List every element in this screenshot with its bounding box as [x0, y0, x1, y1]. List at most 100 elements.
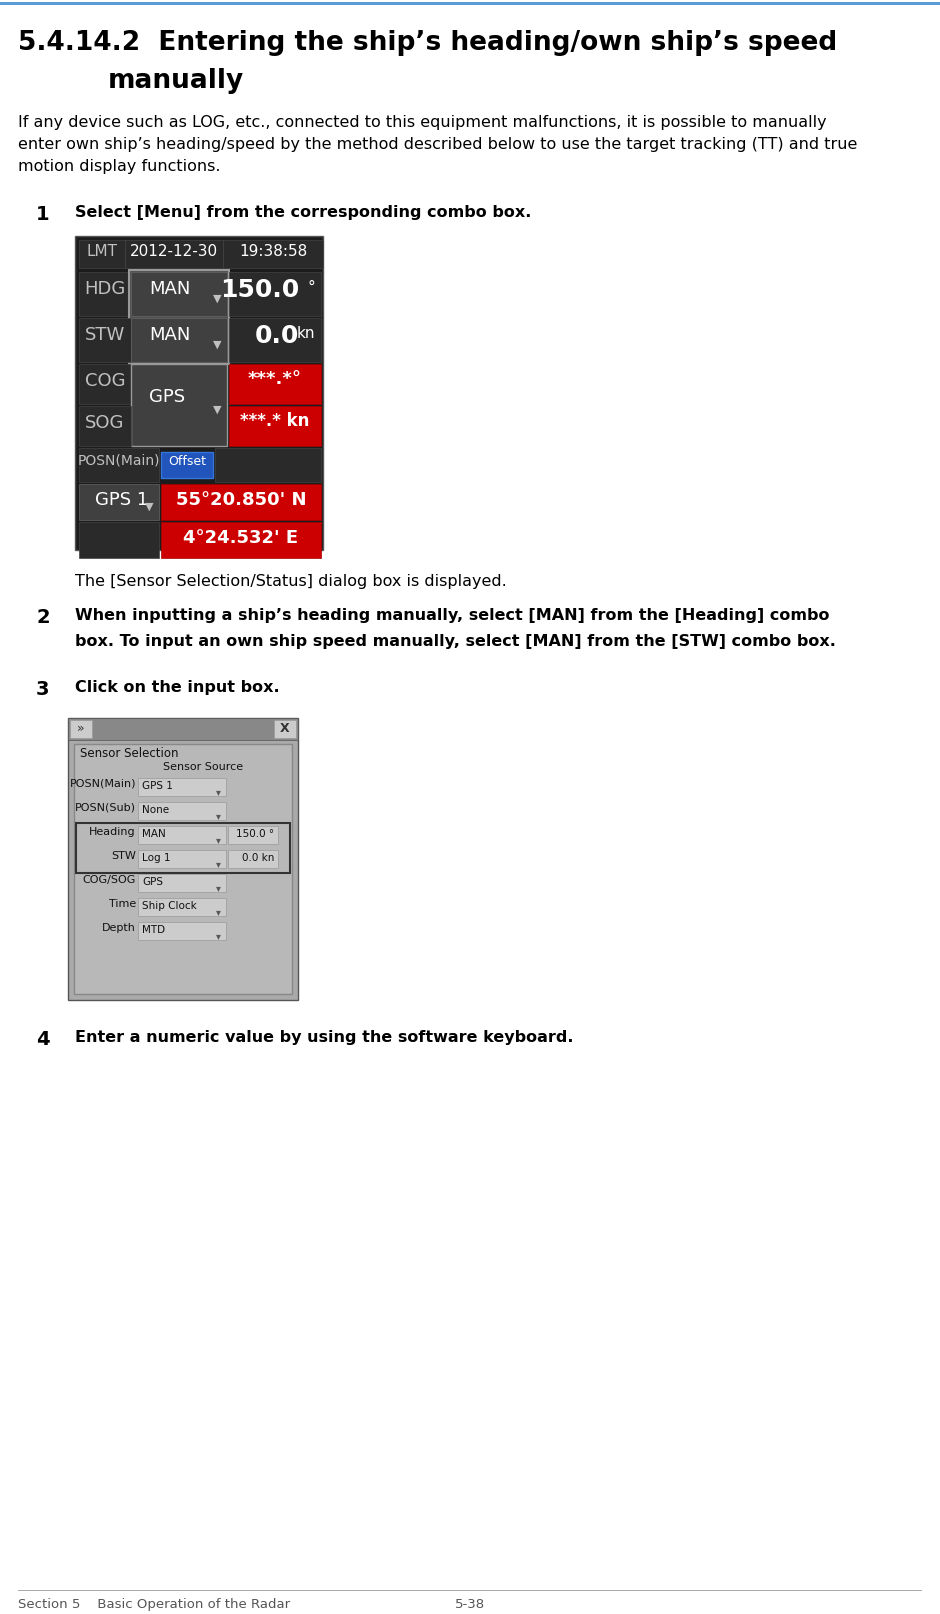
- Bar: [76, 823, 290, 873]
- Bar: [131, 273, 227, 316]
- Bar: [79, 240, 125, 268]
- Bar: [79, 449, 159, 483]
- Text: 2012-12-30: 2012-12-30: [130, 244, 218, 258]
- Bar: [138, 826, 226, 844]
- Text: COG: COG: [85, 371, 125, 391]
- Text: ***.*°: ***.*°: [248, 370, 302, 387]
- Text: 55°20.850' N: 55°20.850' N: [176, 491, 306, 508]
- Bar: [228, 826, 278, 844]
- Text: POSN(Main): POSN(Main): [70, 780, 136, 789]
- Text: ***.* kn: ***.* kn: [241, 412, 309, 429]
- Bar: [161, 452, 213, 478]
- Text: 4: 4: [36, 1030, 50, 1049]
- Text: MTD: MTD: [142, 925, 165, 935]
- Bar: [161, 484, 321, 520]
- Text: POSN(Main): POSN(Main): [78, 454, 160, 468]
- Bar: [75, 236, 323, 550]
- Bar: [161, 521, 321, 558]
- Text: 0.0: 0.0: [255, 324, 299, 349]
- Text: Section 5    Basic Operation of the Radar: Section 5 Basic Operation of the Radar: [18, 1598, 290, 1611]
- Bar: [129, 270, 229, 365]
- Text: None: None: [142, 805, 169, 815]
- Bar: [229, 365, 321, 404]
- Text: ▾: ▾: [215, 931, 221, 941]
- Text: SOG: SOG: [86, 415, 125, 433]
- Text: ▾: ▾: [215, 907, 221, 917]
- Text: kn: kn: [296, 326, 315, 341]
- Text: 0.0 kn: 0.0 kn: [242, 854, 274, 863]
- Text: Depth: Depth: [102, 923, 136, 933]
- Text: 3: 3: [36, 679, 50, 699]
- Text: ▼: ▼: [145, 502, 153, 512]
- Bar: [79, 407, 131, 445]
- Bar: [131, 365, 227, 445]
- Text: POSN(Sub): POSN(Sub): [75, 804, 136, 813]
- Bar: [79, 365, 131, 404]
- Bar: [74, 744, 292, 994]
- Bar: [125, 240, 223, 268]
- Text: Heading: Heading: [89, 826, 136, 838]
- Text: Click on the input box.: Click on the input box.: [75, 679, 279, 696]
- Bar: [229, 407, 321, 445]
- Text: ▾: ▾: [215, 859, 221, 868]
- Text: Select [Menu] from the corresponding combo box.: Select [Menu] from the corresponding com…: [75, 205, 531, 220]
- Bar: [79, 273, 131, 316]
- Text: GPS: GPS: [149, 387, 185, 407]
- Text: When inputting a ship’s heading manually, select [MAN] from the [Heading] combo: When inputting a ship’s heading manually…: [75, 608, 829, 623]
- Text: 5.4.14.2  Entering the ship’s heading/own ship’s speed: 5.4.14.2 Entering the ship’s heading/own…: [18, 31, 838, 56]
- Text: STW: STW: [85, 326, 125, 344]
- Text: MAN: MAN: [142, 830, 165, 839]
- Text: box. To input an own ship speed manually, select [MAN] from the [STW] combo box.: box. To input an own ship speed manually…: [75, 634, 836, 649]
- Bar: [274, 720, 296, 738]
- Text: Sensor Source: Sensor Source: [163, 762, 243, 771]
- Text: ▼: ▼: [212, 341, 221, 350]
- Text: 2: 2: [36, 608, 50, 626]
- Text: LMT: LMT: [86, 244, 118, 258]
- Text: Log 1: Log 1: [142, 854, 170, 863]
- Bar: [131, 318, 227, 362]
- Bar: [215, 449, 321, 483]
- Text: Ship Clock: Ship Clock: [142, 901, 196, 910]
- Bar: [228, 851, 278, 868]
- Text: ▼: ▼: [212, 405, 221, 415]
- Bar: [0, 2, 940, 5]
- Bar: [68, 718, 298, 739]
- Bar: [138, 897, 226, 917]
- Text: Sensor Selection: Sensor Selection: [80, 747, 179, 760]
- Bar: [79, 484, 159, 520]
- Text: 4°24.532' E: 4°24.532' E: [183, 529, 299, 547]
- Text: The [Sensor Selection/Status] dialog box is displayed.: The [Sensor Selection/Status] dialog box…: [75, 575, 507, 589]
- Text: MAN: MAN: [149, 279, 191, 299]
- Text: manually: manually: [108, 68, 244, 94]
- Bar: [68, 718, 298, 1001]
- Text: »: »: [77, 721, 85, 734]
- Text: ▾: ▾: [215, 788, 221, 797]
- Text: °: °: [307, 279, 315, 295]
- Bar: [138, 875, 226, 893]
- Text: ▾: ▾: [215, 810, 221, 822]
- Text: Time: Time: [109, 899, 136, 909]
- Text: COG/SOG: COG/SOG: [83, 875, 136, 884]
- Text: 19:38:58: 19:38:58: [239, 244, 307, 258]
- Bar: [223, 240, 323, 268]
- Text: HDG: HDG: [85, 279, 126, 299]
- Text: 150.0: 150.0: [220, 278, 299, 302]
- Text: GPS 1: GPS 1: [142, 781, 173, 791]
- Bar: [138, 851, 226, 868]
- Text: Offset: Offset: [168, 455, 206, 468]
- Bar: [229, 318, 321, 362]
- Bar: [229, 273, 321, 316]
- Bar: [79, 318, 131, 362]
- Text: ▾: ▾: [215, 834, 221, 846]
- Bar: [138, 922, 226, 939]
- Bar: [138, 802, 226, 820]
- Text: 5-38: 5-38: [455, 1598, 485, 1611]
- Bar: [79, 521, 159, 558]
- Text: MAN: MAN: [149, 326, 191, 344]
- Text: GPS: GPS: [142, 876, 163, 888]
- Text: If any device such as LOG, etc., connected to this equipment malfunctions, it is: If any device such as LOG, etc., connect…: [18, 115, 826, 131]
- Text: enter own ship’s heading/speed by the method described below to use the target t: enter own ship’s heading/speed by the me…: [18, 137, 857, 152]
- Text: GPS 1: GPS 1: [95, 491, 149, 508]
- Text: ▾: ▾: [215, 883, 221, 893]
- Text: Enter a numeric value by using the software keyboard.: Enter a numeric value by using the softw…: [75, 1030, 573, 1044]
